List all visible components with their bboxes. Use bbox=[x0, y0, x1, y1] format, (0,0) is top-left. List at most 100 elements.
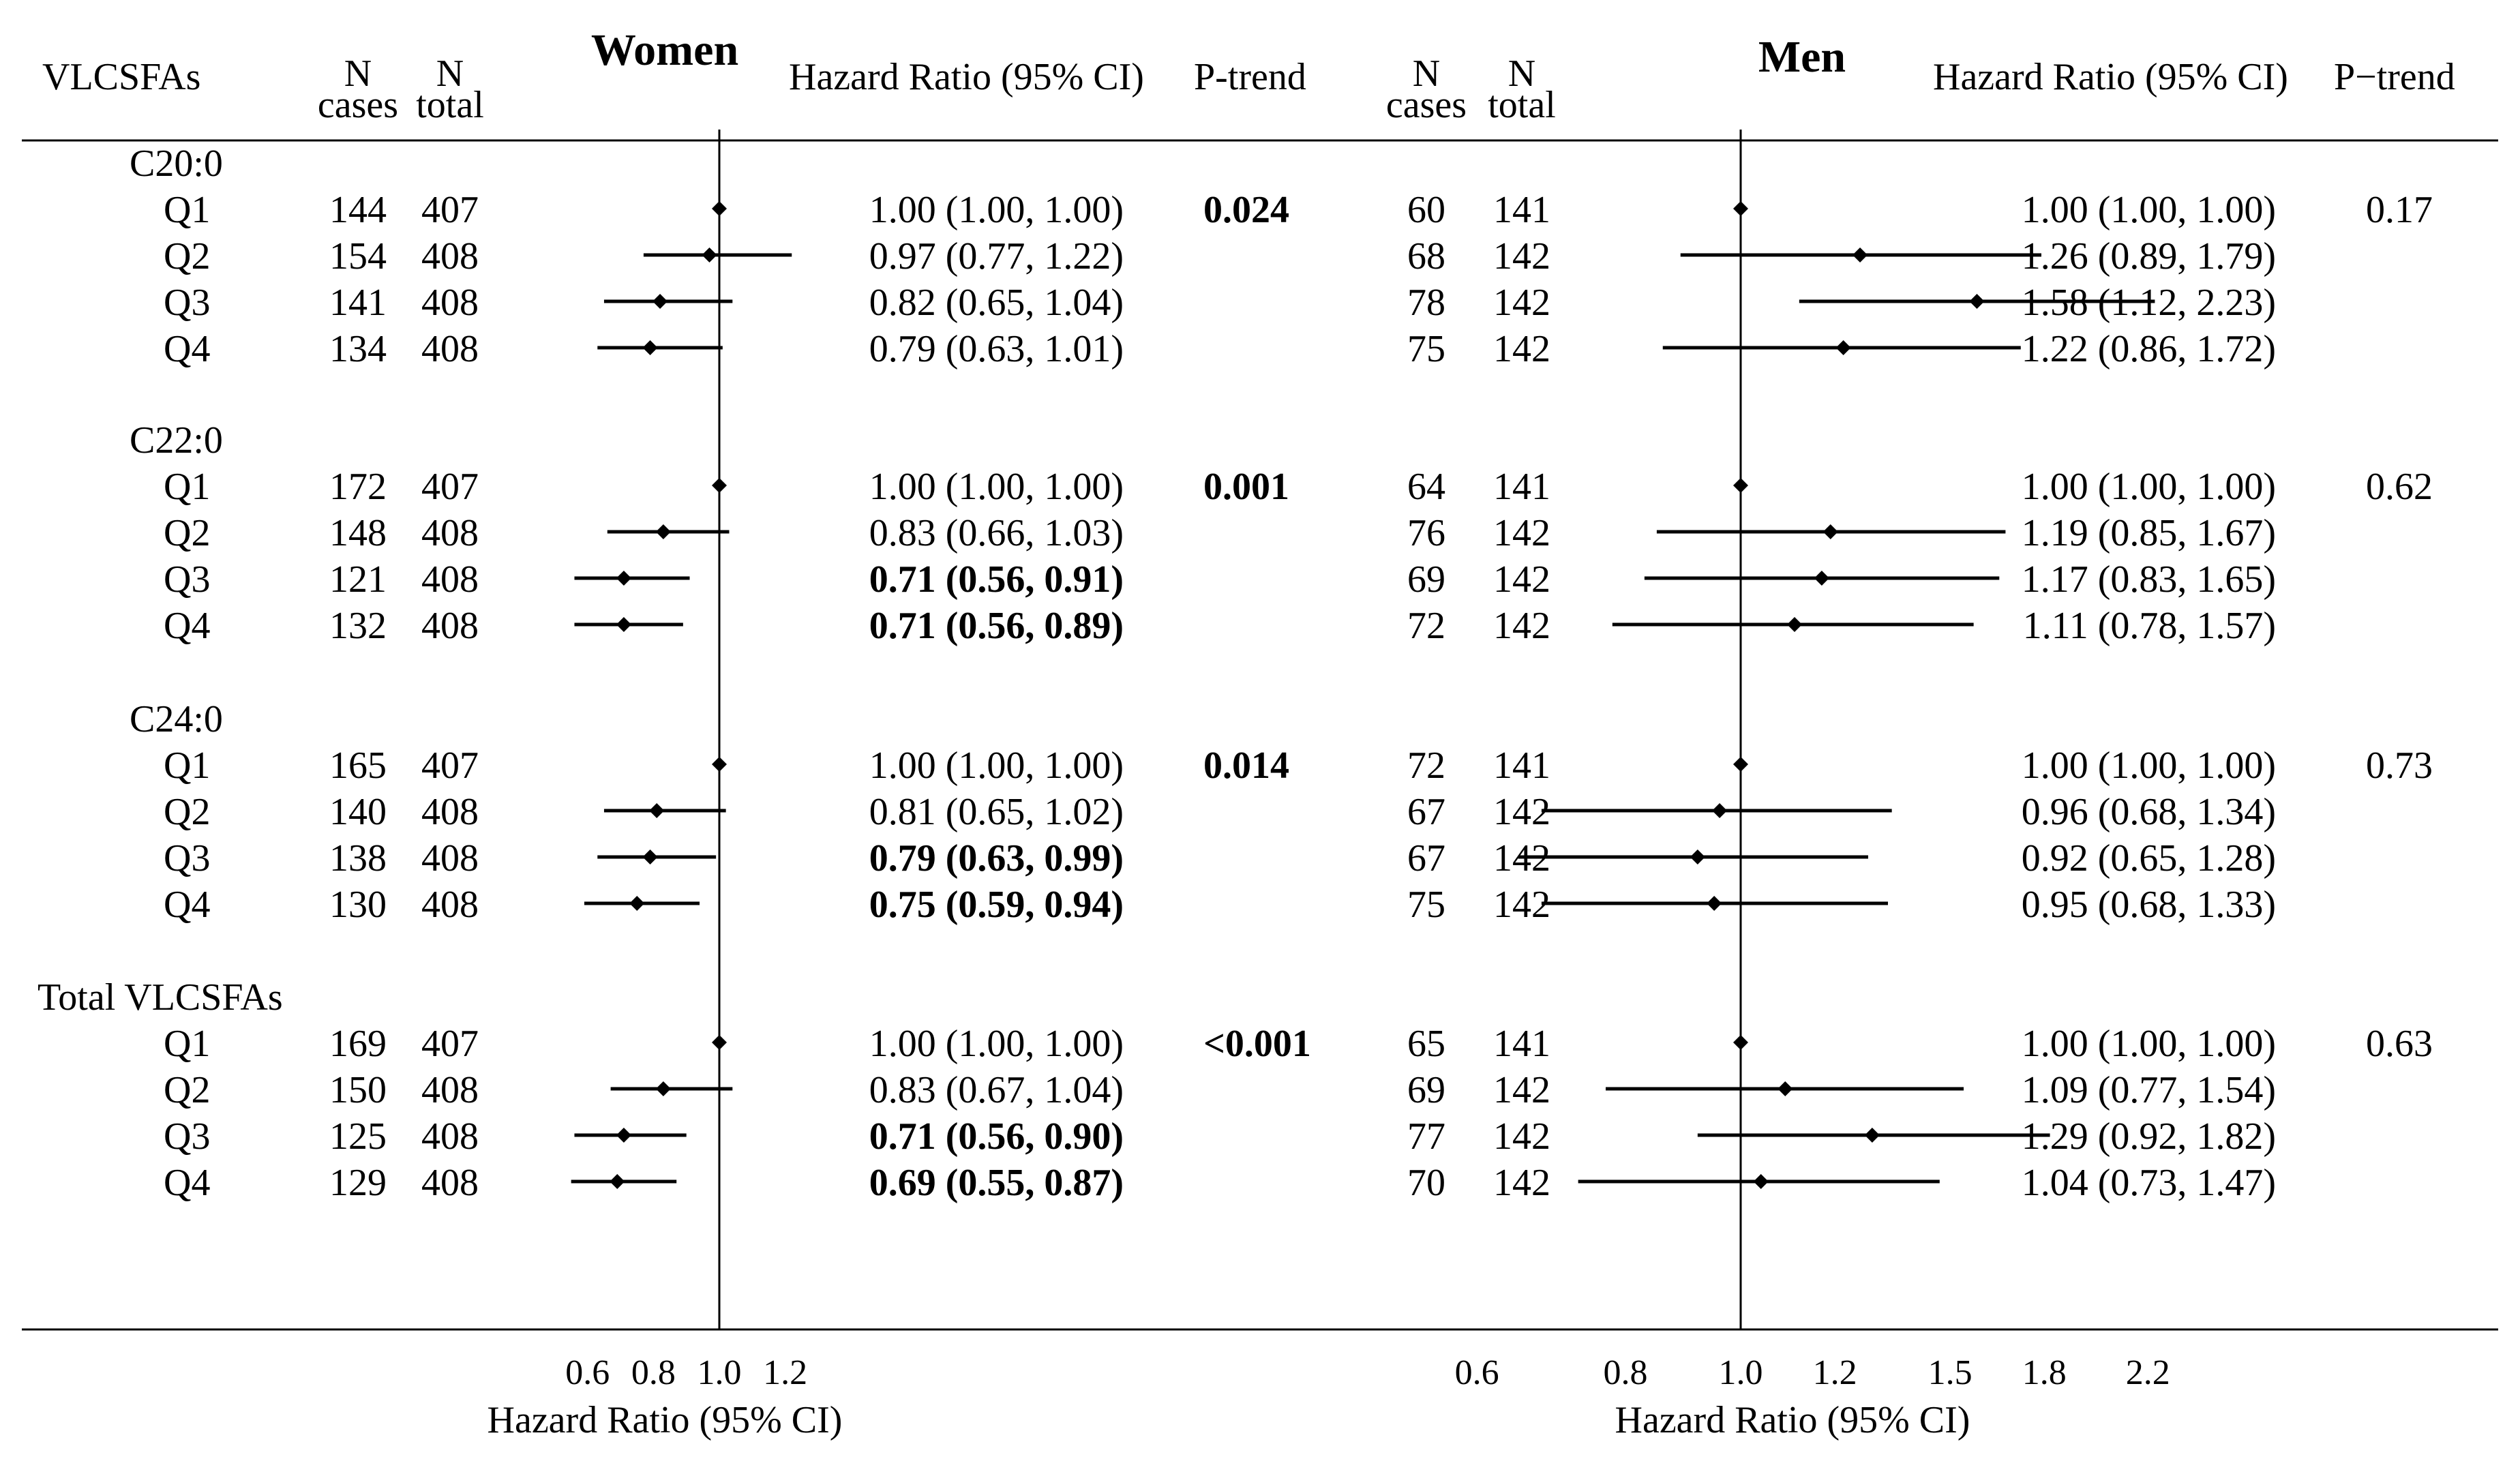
women-tick-label: 1.2 bbox=[763, 1353, 807, 1392]
women-n-cases: 140 bbox=[329, 791, 387, 833]
men-n-cases: 76 bbox=[1407, 512, 1445, 554]
women-n-total: 408 bbox=[421, 1162, 479, 1204]
men-tick-label: 2.2 bbox=[2126, 1353, 2170, 1392]
axis-ticks: 0.6 0.8 1.0 1.2 0.6 0.8 1.0 1.2 1.5 1.8 2.2 bbox=[565, 1353, 2170, 1392]
women-tick-label: 0.8 bbox=[631, 1353, 676, 1392]
men-hr-ci-text: 1.00 (1.00, 1.00) bbox=[2022, 1023, 2276, 1065]
men-hr-ci-text: 0.92 (0.65, 1.28) bbox=[2022, 837, 2276, 879]
women-n-total: 408 bbox=[421, 328, 479, 370]
quartile-label: Q3 bbox=[164, 1115, 210, 1158]
men-tick-label: 1.2 bbox=[1813, 1353, 1857, 1392]
women-point-estimate bbox=[712, 201, 727, 216]
women-n-cases: 150 bbox=[329, 1069, 387, 1111]
table-row: Q1 172 407 1.00 (1.00, 1.00) 64 141 1.00 (1.00… bbox=[164, 466, 2433, 508]
header-women-hr: Hazard Ratio (95% CI) bbox=[789, 56, 1144, 98]
women-point-estimate bbox=[655, 1081, 671, 1096]
women-hr-ci-text: 0.71 (0.56, 0.91) bbox=[869, 558, 1124, 601]
men-n-cases: 69 bbox=[1407, 558, 1445, 601]
women-hr-ci-text: 0.83 (0.67, 1.04) bbox=[869, 1069, 1124, 1111]
table-row: Q3 141 408 0.82 (0.65, 1.04) 78 142 1.58 (1.12… bbox=[164, 282, 2276, 324]
quartile-label: Q2 bbox=[164, 1069, 210, 1111]
men-point-estimate bbox=[1969, 294, 1985, 309]
women-hr-ci-text: 0.97 (0.77, 1.22) bbox=[869, 235, 1124, 277]
header-women-ntotal-line2: total bbox=[416, 84, 484, 126]
table-row: Q1 144 407 1.00 (1.00, 1.00) 60 141 1.00 (1.00… bbox=[164, 189, 2433, 231]
men-ptrend: 0.17 bbox=[2366, 189, 2433, 231]
women-n-cases: 132 bbox=[329, 605, 387, 647]
women-hr-ci-text: 0.79 (0.63, 0.99) bbox=[869, 837, 1124, 879]
women-ptrend: 0.024 bbox=[1203, 189, 1289, 231]
women-hr-ci-text: 1.00 (1.00, 1.00) bbox=[869, 189, 1124, 231]
men-hr-ci-text: 1.00 (1.00, 1.00) bbox=[2022, 189, 2276, 231]
men-n-total: 142 bbox=[1493, 1162, 1550, 1204]
men-hr-ci-text: 1.17 (0.83, 1.65) bbox=[2022, 558, 2276, 601]
women-n-cases: 172 bbox=[329, 466, 387, 508]
men-x-axis-label: Hazard Ratio (95% CI) bbox=[1615, 1399, 1970, 1441]
women-n-total: 407 bbox=[421, 1023, 479, 1065]
column-headers: VLCSFAs N cases N total Women Hazard Rat… bbox=[42, 25, 2455, 126]
men-n-cases: 75 bbox=[1407, 884, 1445, 926]
header-women-ntotal-line1: N bbox=[436, 52, 464, 95]
header-women-ncases-line1: N bbox=[344, 52, 372, 95]
men-n-cases: 77 bbox=[1407, 1115, 1445, 1158]
men-hr-ci-text: 1.00 (1.00, 1.00) bbox=[2022, 466, 2276, 508]
table-row: Q2 150 408 0.83 (0.67, 1.04) 69 142 1.09 (0.77… bbox=[164, 1069, 2276, 1111]
quartile-label: Q1 bbox=[164, 466, 210, 508]
women-hr-ci-text: 0.69 (0.55, 0.87) bbox=[869, 1162, 1124, 1204]
women-n-cases: 130 bbox=[329, 884, 387, 926]
header-men-ntotal-line1: N bbox=[1508, 52, 1535, 95]
women-n-total: 408 bbox=[421, 1115, 479, 1158]
men-panel-title: Men bbox=[1758, 32, 1846, 82]
men-hr-ci-text: 1.04 (0.73, 1.47) bbox=[2022, 1162, 2276, 1204]
table-row: Q1 169 407 1.00 (1.00, 1.00) 65 141 1.00 (1.00… bbox=[164, 1023, 2433, 1065]
women-n-cases: 154 bbox=[329, 235, 387, 277]
men-hr-ci-text: 1.11 (0.78, 1.57) bbox=[2023, 605, 2276, 647]
men-n-total: 141 bbox=[1493, 189, 1550, 231]
women-n-total: 407 bbox=[421, 744, 479, 787]
men-hr-ci-text: 1.22 (0.86, 1.72) bbox=[2022, 328, 2276, 370]
women-hr-ci-text: 1.00 (1.00, 1.00) bbox=[869, 1023, 1124, 1065]
men-n-cases: 64 bbox=[1407, 466, 1445, 508]
men-n-total: 142 bbox=[1493, 558, 1550, 601]
women-hr-ci-text: 0.79 (0.63, 1.01) bbox=[869, 328, 1124, 370]
quartile-label: Q3 bbox=[164, 558, 210, 601]
men-n-total: 142 bbox=[1493, 512, 1550, 554]
women-n-total: 408 bbox=[421, 282, 479, 324]
men-tick-label: 1.0 bbox=[1719, 1353, 1763, 1392]
men-point-estimate bbox=[1777, 1081, 1793, 1096]
group-label: Total VLCSFAs bbox=[38, 976, 283, 1019]
women-n-total: 408 bbox=[421, 1069, 479, 1111]
women-point-estimate bbox=[702, 247, 717, 262]
men-hr-ci-text: 1.29 (0.92, 1.82) bbox=[2022, 1115, 2276, 1158]
quartile-label: Q2 bbox=[164, 235, 210, 277]
women-tick-label: 1.0 bbox=[698, 1353, 742, 1392]
women-hr-ci-text: 0.75 (0.59, 0.94) bbox=[869, 884, 1124, 926]
table-row: Q3 125 408 0.71 (0.56, 0.90) 77 142 1.29 (0.92… bbox=[164, 1115, 2276, 1158]
women-n-cases: 169 bbox=[329, 1023, 387, 1065]
men-n-cases: 75 bbox=[1407, 328, 1445, 370]
men-n-cases: 72 bbox=[1407, 744, 1445, 787]
men-n-total: 142 bbox=[1493, 1115, 1550, 1158]
header-men-ntotal-line2: total bbox=[1488, 84, 1556, 126]
quartile-label: Q3 bbox=[164, 282, 210, 324]
women-n-cases: 141 bbox=[329, 282, 387, 324]
men-point-estimate bbox=[1690, 849, 1705, 864]
men-hr-ci-text: 1.26 (0.89, 1.79) bbox=[2022, 235, 2276, 277]
women-point-estimate bbox=[642, 849, 658, 864]
group-label: C24:0 bbox=[130, 698, 223, 740]
header-women-ptrend: P-trend bbox=[1194, 56, 1306, 98]
women-n-cases: 138 bbox=[329, 837, 387, 879]
women-point-estimate bbox=[649, 803, 665, 818]
men-point-estimate bbox=[1733, 478, 1748, 493]
quartile-label: Q2 bbox=[164, 512, 210, 554]
women-n-total: 407 bbox=[421, 189, 479, 231]
men-tick-label: 0.6 bbox=[1455, 1353, 1499, 1392]
women-n-cases: 129 bbox=[329, 1162, 387, 1204]
men-point-estimate bbox=[1707, 896, 1722, 911]
women-hr-ci-text: 0.71 (0.56, 0.90) bbox=[869, 1115, 1124, 1158]
women-point-estimate bbox=[655, 524, 671, 539]
quartile-label: Q1 bbox=[164, 1023, 210, 1065]
women-point-estimate bbox=[712, 478, 727, 493]
men-n-cases: 65 bbox=[1407, 1023, 1445, 1065]
women-n-cases: 121 bbox=[329, 558, 387, 601]
